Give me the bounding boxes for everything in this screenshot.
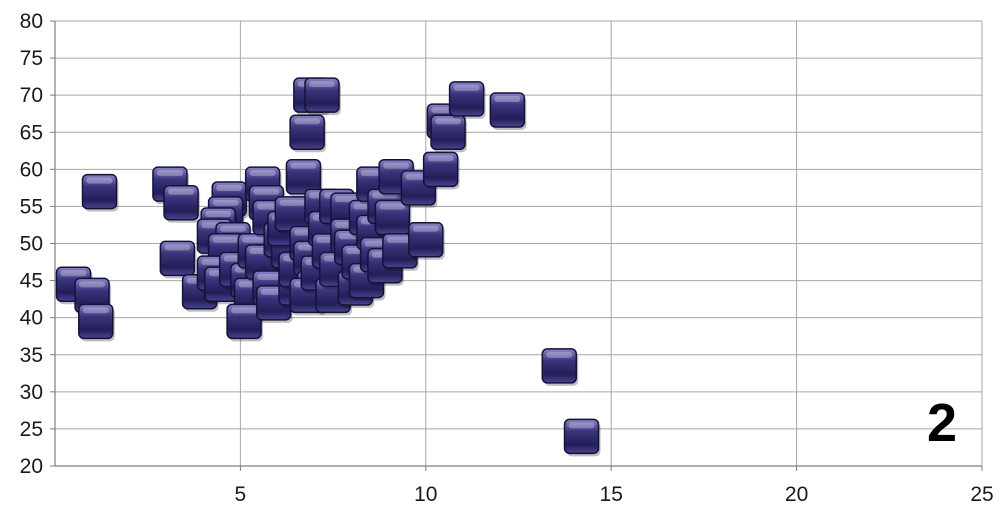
data-point [163, 184, 201, 223]
y-tick-label: 40 [20, 307, 43, 330]
data-points [55, 77, 601, 457]
y-tick-label: 80 [20, 10, 43, 33]
data-point [541, 348, 579, 386]
y-tick-label: 25 [20, 418, 43, 441]
panel-label: 2 [927, 393, 957, 453]
y-axis-tick-labels: 20 25 30 35 40 45 50 55 60 65 70 75 80 [20, 10, 43, 478]
data-point [304, 77, 341, 116]
data-point [563, 418, 601, 457]
y-tick-label: 20 [20, 455, 43, 478]
x-axis-tick-labels: 5 10 15 20 25 [235, 483, 994, 506]
y-tick-label: 70 [20, 84, 43, 107]
data-point [408, 222, 445, 260]
y-tick-label: 60 [20, 158, 43, 181]
data-point [289, 114, 327, 153]
x-tick-label: 25 [970, 483, 993, 506]
data-point [159, 240, 197, 279]
data-point [422, 151, 460, 190]
x-tick-label: 15 [600, 483, 623, 506]
data-point [448, 81, 486, 119]
y-tick-label: 35 [20, 344, 43, 367]
x-tick-label: 20 [785, 483, 808, 506]
data-point [430, 114, 468, 153]
data-point [226, 303, 264, 342]
y-tick-label: 65 [20, 121, 43, 144]
data-point [374, 199, 412, 238]
x-tick-label: 5 [235, 483, 247, 506]
data-point [78, 303, 115, 342]
y-tick-label: 50 [20, 233, 43, 256]
data-point [81, 173, 119, 212]
y-tick-label: 55 [20, 195, 43, 218]
y-tick-label: 75 [20, 47, 43, 70]
y-tick-label: 30 [20, 381, 43, 404]
data-point [285, 159, 323, 197]
data-point [489, 92, 527, 130]
y-tick-label: 45 [20, 270, 43, 293]
axes [50, 20, 983, 471]
x-tick-label: 10 [414, 483, 437, 506]
